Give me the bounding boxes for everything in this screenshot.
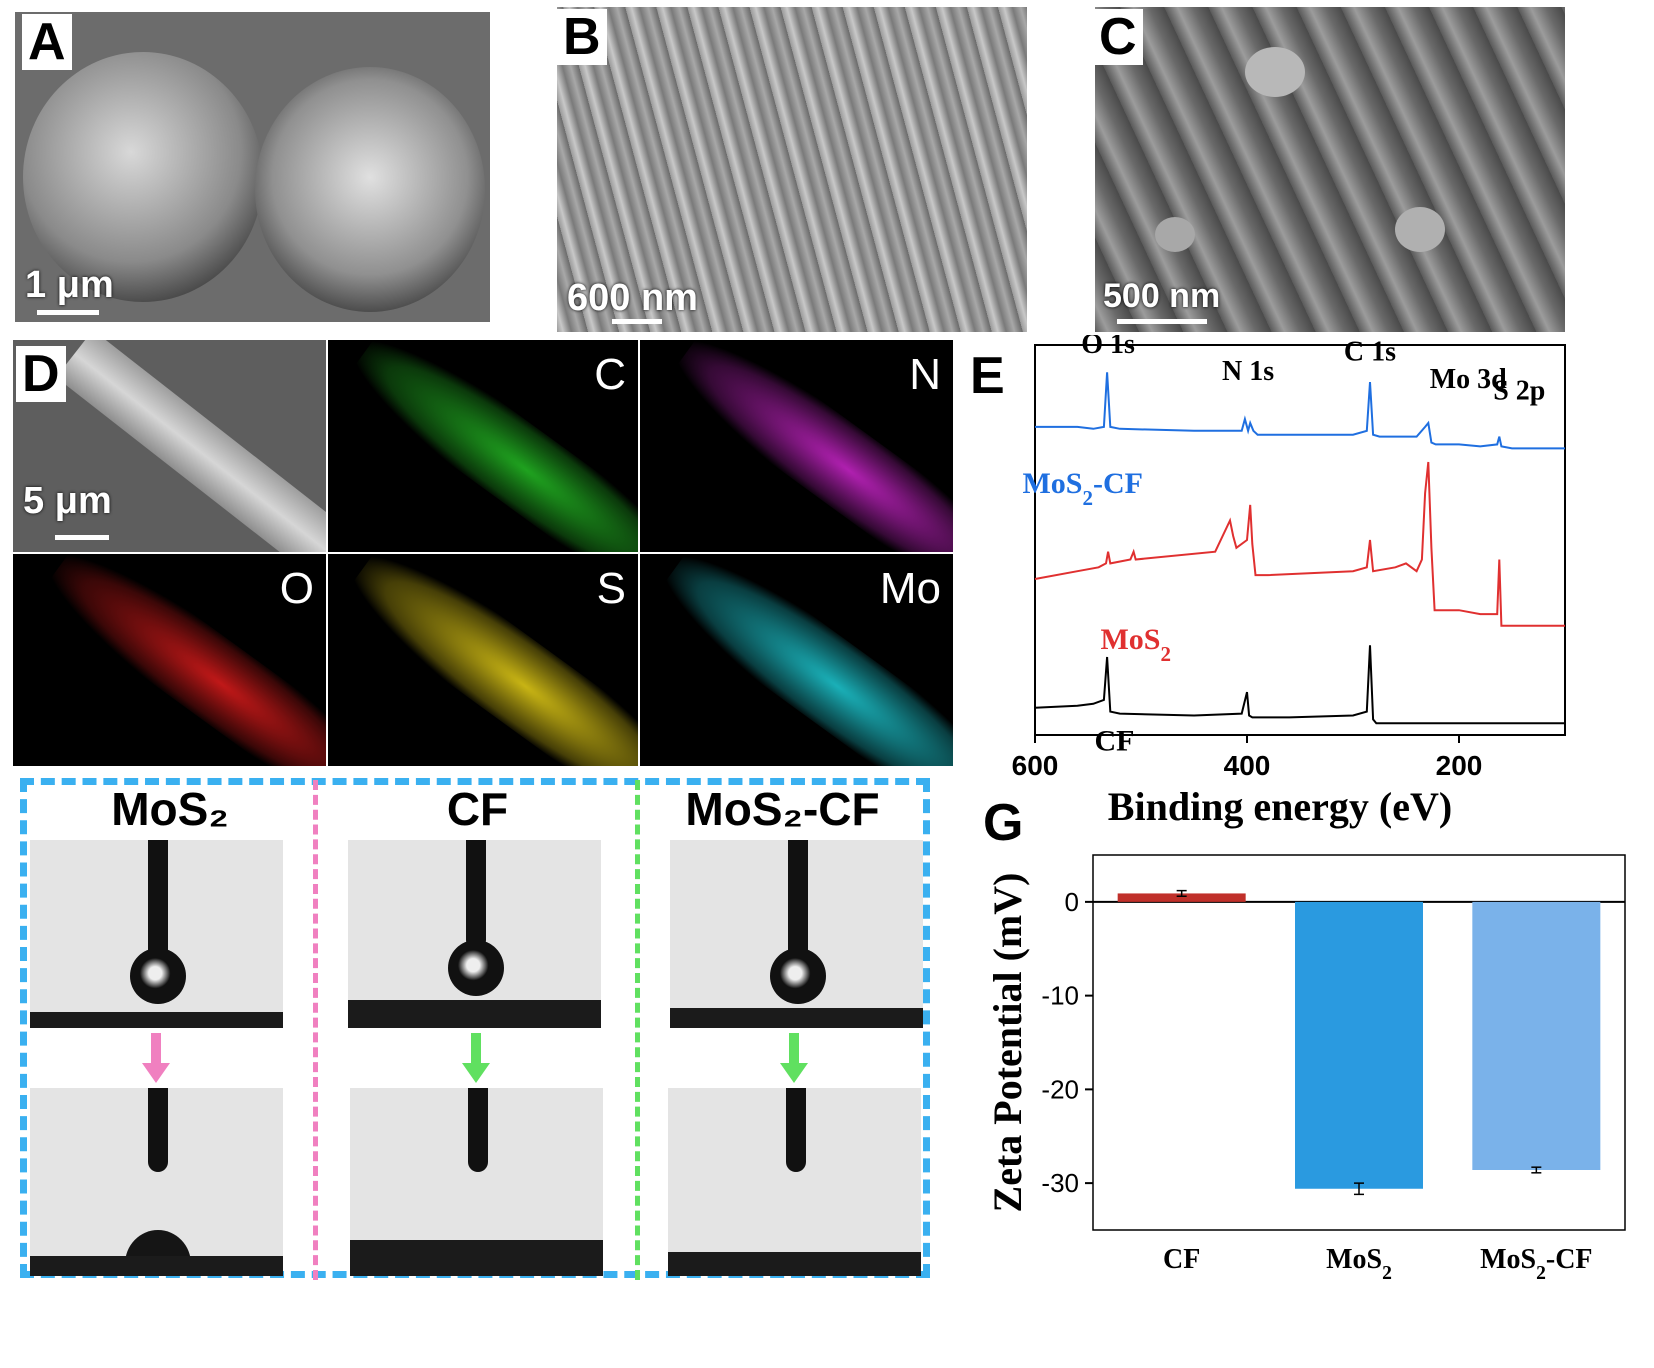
drop-image-cf-before — [348, 840, 601, 1028]
eds-map-o: O — [13, 554, 326, 766]
needle — [148, 1088, 168, 1172]
series-label: MoS2 — [1100, 623, 1171, 666]
drop-image-mos2cf-after — [668, 1088, 921, 1276]
substrate-surface — [350, 1240, 603, 1276]
xps-chart: MoS2-CF MoS2 CF O 1s N 1s C 1s Mo 3dS 2p 600 400… — [1012, 335, 1566, 829]
needle — [786, 1088, 806, 1172]
y-tick-label: -30 — [1041, 1168, 1079, 1198]
zeta-chart: 0 -10 -20 -30 CF MoS2 MoS2-CF Zeta Potential (m… — [985, 854, 1626, 1284]
map-label-s: S — [596, 564, 626, 613]
map-band — [338, 554, 638, 766]
panel-c-sem-image: 500 nm — [1095, 7, 1565, 332]
droplet — [770, 948, 826, 1004]
scale-text-c: 500 nm — [1103, 277, 1221, 315]
panel-label-e: E — [970, 347, 1005, 405]
particle-cluster — [1395, 207, 1445, 252]
series-label: CF — [1095, 725, 1135, 758]
arrow-down-pink-icon — [142, 1033, 170, 1083]
peak-label: S 2p — [1493, 376, 1545, 407]
x-tick-label: 200 — [1436, 750, 1483, 781]
panel-b-sem-image: 600 nm — [557, 7, 1027, 332]
peak-label: N 1s — [1222, 356, 1274, 387]
map-label-n: N — [909, 350, 941, 399]
y-tick-label: 0 — [1065, 887, 1079, 917]
needle — [788, 840, 808, 960]
y-axis-label: Zeta Potential (mV) — [985, 873, 1030, 1213]
scale-bar-d — [55, 535, 109, 540]
panel-label-g: G — [983, 794, 1024, 852]
category-label: MoS2 — [1326, 1244, 1392, 1284]
category-label: CF — [1163, 1244, 1200, 1275]
x-axis-label: Binding energy (eV) — [1108, 784, 1452, 829]
title-mos2: MoS₂ — [111, 783, 229, 835]
y-tick-label: -10 — [1041, 981, 1079, 1011]
particle-cluster — [1245, 47, 1305, 97]
eds-map-s: S — [328, 554, 638, 766]
peak-label: Mo 3d — [1430, 364, 1507, 395]
title-cf: CF — [446, 783, 509, 835]
flower-particle-right — [255, 67, 485, 312]
substrate-surface — [348, 1000, 601, 1028]
peak-label: C 1s — [1344, 337, 1396, 368]
title-mos2-cf: MoS₂-CF — [685, 783, 880, 835]
plot-frame — [1092, 854, 1626, 1231]
substrate-surface — [668, 1252, 921, 1276]
panel-a-sem-image: 1 μm — [15, 12, 490, 322]
x-tick-label: 600 — [1012, 750, 1059, 781]
flower-particle-left — [23, 52, 263, 302]
panel-label-b: B — [557, 9, 607, 65]
needle — [468, 1088, 488, 1172]
panel-label-c: C — [1093, 9, 1143, 65]
scale-bar-b — [612, 319, 662, 324]
drop-image-cf-after — [350, 1088, 603, 1276]
series-label: MoS2-CF — [1022, 467, 1142, 510]
scale-text-a: 1 μm — [25, 264, 114, 306]
bar-0 — [1117, 893, 1246, 902]
arrow-down-green-icon — [462, 1033, 490, 1083]
scale-bar-c — [1117, 319, 1207, 324]
x-tick-label: 400 — [1224, 750, 1271, 781]
droplet — [448, 940, 504, 996]
scale-bar-a — [37, 310, 99, 315]
divider-pink — [313, 780, 318, 1280]
drop-image-mos2-before — [30, 840, 283, 1028]
needle — [466, 840, 486, 950]
category-label: MoS2-CF — [1480, 1244, 1592, 1284]
xps-line-CF — [1034, 645, 1565, 725]
map-label-o: O — [279, 564, 314, 613]
scale-text-d: 5 μm — [23, 480, 112, 522]
map-label-mo: Mo — [879, 564, 941, 613]
drop-image-mos2-after — [30, 1088, 283, 1276]
drop-image-mos2cf-before — [670, 840, 923, 1028]
peak-label: O 1s — [1081, 335, 1135, 360]
arrow-down-green-icon — [780, 1033, 808, 1083]
needle — [148, 840, 168, 960]
panel-label-a: A — [22, 14, 72, 70]
eds-map-c: C — [328, 340, 638, 552]
particle-cluster — [1155, 217, 1195, 252]
substrate-surface — [670, 1008, 923, 1028]
plot-frame — [1034, 344, 1566, 736]
droplet — [130, 948, 186, 1004]
bar-2 — [1472, 901, 1601, 1170]
xps-line-MoS₂-CF — [1035, 372, 1565, 450]
substrate-surface — [30, 1256, 283, 1276]
map-label-c: C — [594, 350, 626, 399]
xps-line-MoS₂ — [1034, 461, 1565, 627]
substrate-surface — [30, 1012, 283, 1028]
panel-label-d: D — [16, 346, 66, 402]
divider-green — [635, 780, 640, 1280]
y-tick-label: -20 — [1041, 1074, 1079, 1104]
eds-map-n: N — [640, 340, 953, 552]
bar-1 — [1295, 901, 1423, 1189]
scale-text-b: 600 nm — [567, 277, 698, 319]
eds-map-mo: Mo — [640, 554, 953, 766]
